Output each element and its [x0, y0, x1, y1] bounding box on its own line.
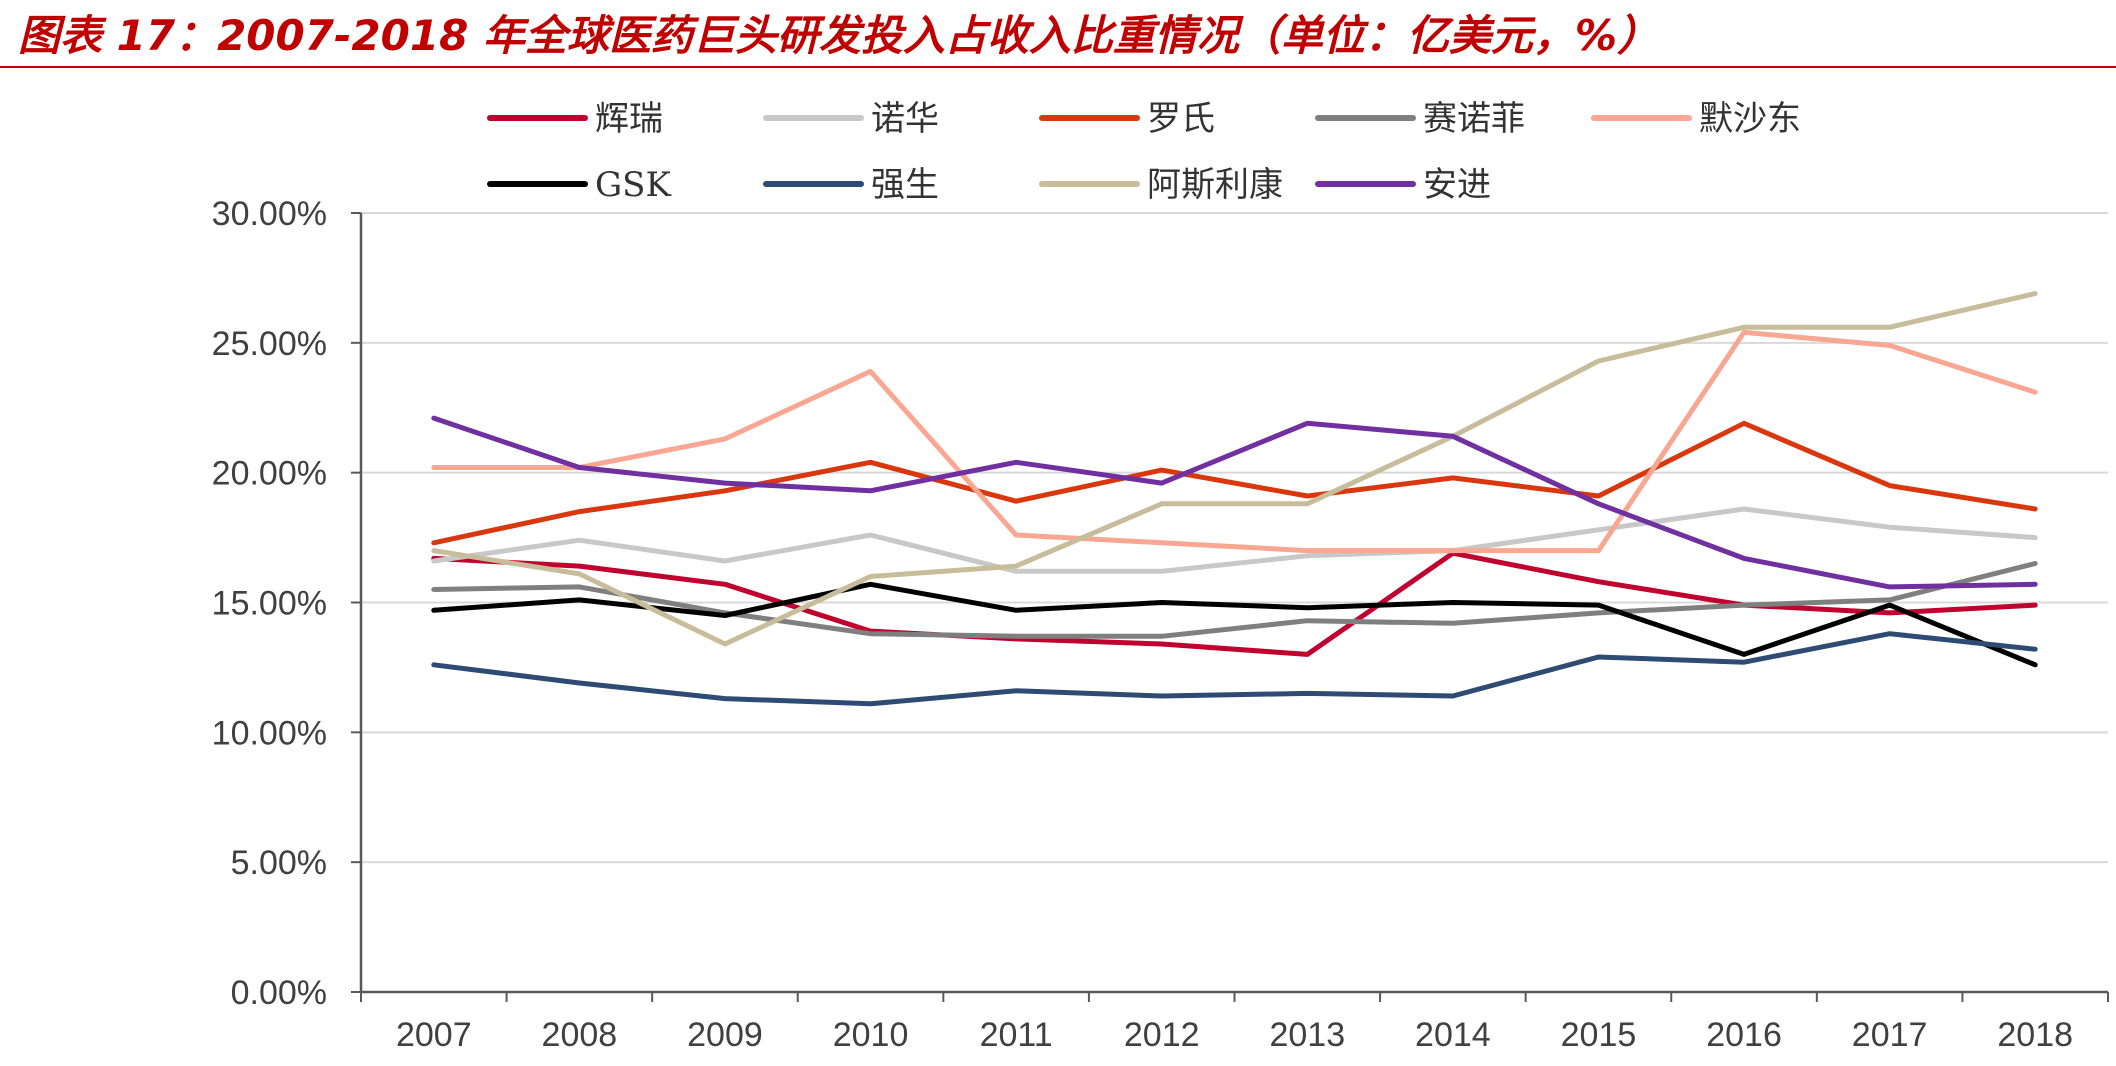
x-tick-label: 2015 [1561, 1016, 1637, 1054]
legend: 辉瑞 诺华 罗氏 赛诺菲 默沙东 GSK 强生 阿斯利康 安进 [487, 99, 1801, 205]
x-tick-label: 2008 [542, 1016, 618, 1054]
y-tick-label: 5.00% [231, 844, 327, 882]
gridlines [361, 212, 2108, 864]
legend-label: 安进 [1423, 165, 1491, 205]
x-tick-label: 2017 [1852, 1016, 1928, 1054]
legend-label: 罗氏 [1147, 99, 1215, 139]
title-underline [0, 66, 2116, 68]
chart-title: 图表 17：2007-2018 年全球医药巨头研发投入占收入比重情况（单位：亿美… [18, 11, 1659, 60]
series-line-赛诺菲 [431, 561, 2038, 639]
series-line-强生 [431, 631, 2038, 707]
legend-label: 强生 [871, 165, 939, 205]
x-tick-label: 2007 [396, 1016, 472, 1054]
y-tick-label: 25.00% [212, 325, 327, 363]
y-tick-label: 10.00% [212, 714, 327, 752]
series-line-GSK [431, 581, 2038, 668]
x-tick-label: 2018 [1997, 1016, 2073, 1054]
legend-label: 辉瑞 [595, 99, 663, 139]
series-line-阿斯利康 [431, 291, 2038, 647]
series-line-默沙东 [431, 329, 2038, 554]
y-tick-label: 30.00% [212, 195, 327, 233]
x-tick-label: 2009 [687, 1016, 763, 1054]
y-tick-label: 0.00% [231, 974, 327, 1012]
x-tick-label: 2011 [980, 1016, 1053, 1054]
y-tick-label: 15.00% [212, 585, 327, 623]
series-line-罗氏 [431, 420, 2038, 546]
x-tick-label: 2014 [1415, 1016, 1491, 1054]
axes: 0.00% 5.00% 10.00% 15.00% 20.00% 25.00% 30.00%… [212, 195, 2109, 1054]
x-tick-label: 2012 [1124, 1016, 1200, 1054]
series-line-诺华 [431, 506, 2038, 574]
y-tick-label: 20.00% [212, 455, 327, 493]
x-tick-label: 2016 [1706, 1016, 1782, 1054]
x-tick-label: 2013 [1269, 1016, 1345, 1054]
legend-label: 阿斯利康 [1147, 165, 1283, 205]
x-tick-label: 2010 [833, 1016, 909, 1054]
legend-label: 赛诺菲 [1423, 99, 1525, 139]
legend-label: 默沙东 [1699, 99, 1801, 139]
series-line-安进 [431, 415, 2038, 590]
legend-label: 诺华 [871, 99, 939, 139]
series-lines [431, 291, 2038, 707]
legend-label: GSK [595, 165, 671, 205]
